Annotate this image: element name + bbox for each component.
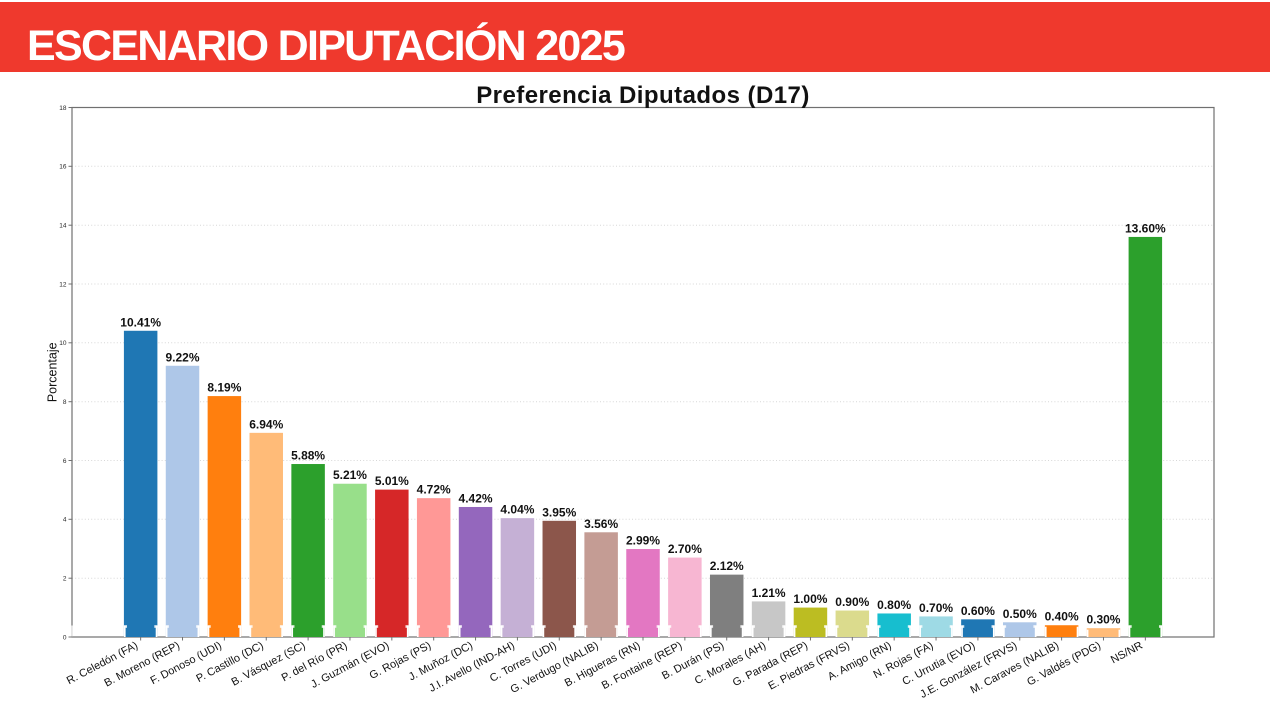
svg-text:16: 16: [59, 164, 67, 171]
svg-text:C. Morales (AH): C. Morales (AH): [693, 640, 768, 688]
svg-text:0.40%: 0.40%: [1045, 610, 1079, 624]
svg-text:3.95%: 3.95%: [542, 505, 576, 519]
svg-text:10.41%: 10.41%: [120, 315, 161, 329]
svg-text:0.60%: 0.60%: [961, 604, 995, 618]
svg-text:18: 18: [59, 105, 67, 112]
svg-text:9.22%: 9.22%: [166, 350, 200, 364]
svg-text:4.04%: 4.04%: [500, 503, 534, 517]
svg-text:12: 12: [59, 281, 67, 288]
svg-text:0.70%: 0.70%: [919, 601, 953, 615]
svg-text:6.94%: 6.94%: [249, 417, 283, 431]
svg-text:4: 4: [63, 517, 67, 524]
svg-text:13.60%: 13.60%: [1125, 221, 1166, 235]
svg-text:2.70%: 2.70%: [668, 542, 702, 556]
svg-text:5.88%: 5.88%: [291, 449, 325, 463]
svg-text:3.56%: 3.56%: [584, 517, 618, 531]
svg-text:14: 14: [59, 223, 67, 230]
svg-text:0.50%: 0.50%: [1003, 607, 1037, 621]
svg-text:5.21%: 5.21%: [333, 468, 367, 482]
svg-text:6: 6: [63, 458, 67, 465]
svg-text:0.90%: 0.90%: [835, 595, 869, 609]
svg-text:8: 8: [63, 399, 67, 406]
svg-text:2.12%: 2.12%: [710, 559, 744, 573]
svg-text:1.00%: 1.00%: [793, 592, 827, 606]
svg-text:2: 2: [63, 576, 67, 583]
svg-text:1.21%: 1.21%: [752, 586, 786, 600]
svg-text:Preferencia Diputados (D17): Preferencia Diputados (D17): [476, 82, 810, 109]
svg-text:8.19%: 8.19%: [207, 381, 241, 395]
svg-text:0.80%: 0.80%: [877, 598, 911, 612]
svg-text:0: 0: [63, 634, 67, 641]
svg-text:G. Valdés (PDG): G. Valdés (PDG): [1025, 640, 1103, 689]
svg-text:10: 10: [59, 340, 67, 347]
svg-text:F. Donoso (UDI): F. Donoso (UDI): [149, 640, 224, 688]
svg-text:4.42%: 4.42%: [459, 491, 493, 505]
svg-text:5.01%: 5.01%: [375, 474, 409, 488]
svg-text:4.72%: 4.72%: [417, 483, 451, 497]
svg-text:NS/NR: NS/NR: [1109, 640, 1145, 667]
svg-text:2.99%: 2.99%: [626, 534, 660, 548]
svg-text:Porcentaje: Porcentaje: [46, 342, 60, 402]
svg-text:0.30%: 0.30%: [1086, 613, 1120, 627]
